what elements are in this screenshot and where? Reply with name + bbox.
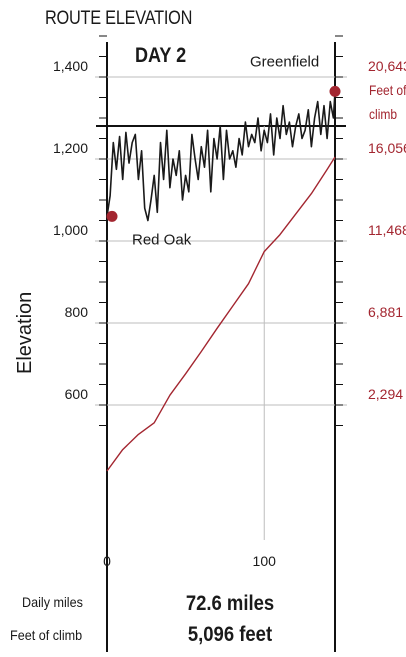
x-tick-label: 0 [103,553,111,569]
y-tick-label: 1,000 [53,222,88,238]
right-axis-title-line2: climb [369,106,398,122]
label-layer: 600 2,294 800 6,881 1,000 11,468 1,200 16,056 1,… [53,53,406,569]
y-tick-label: 600 [65,386,89,402]
series-layer [106,91,336,472]
end-marker [329,85,341,97]
feet-of-climb-value: 5,096 feet [187,623,273,646]
feet-of-climb-line [106,156,336,472]
day-label: DAY 2 [135,44,187,67]
elevation-line [106,91,336,222]
feet-of-climb-label: Feet of climb [10,627,83,643]
annotation-red-oak: Red Oak [132,231,192,248]
daily-miles-label: Daily miles [22,594,83,610]
y2-tick-label: 11,468 [368,222,406,238]
y2-tick-label: 16,056 [368,140,406,156]
y2-tick-label: 2,294 [368,386,403,402]
y2-tick-label: 20,643 [368,58,406,74]
annotation-greenfield: Greenfield [250,53,319,70]
y-tick-label: 1,400 [53,58,88,74]
y-tick-label: 800 [65,304,89,320]
right-axis-title-line1: Feet of [369,82,406,98]
x-tick-label: 100 [253,553,277,569]
daily-miles-value: 72.6 miles [185,592,275,615]
start-marker [106,210,118,222]
y-tick-label: 1,200 [53,140,88,156]
y2-tick-label: 6,881 [368,304,403,320]
chart-title: ROUTE ELEVATION [45,8,193,29]
marker-layer [106,85,341,222]
